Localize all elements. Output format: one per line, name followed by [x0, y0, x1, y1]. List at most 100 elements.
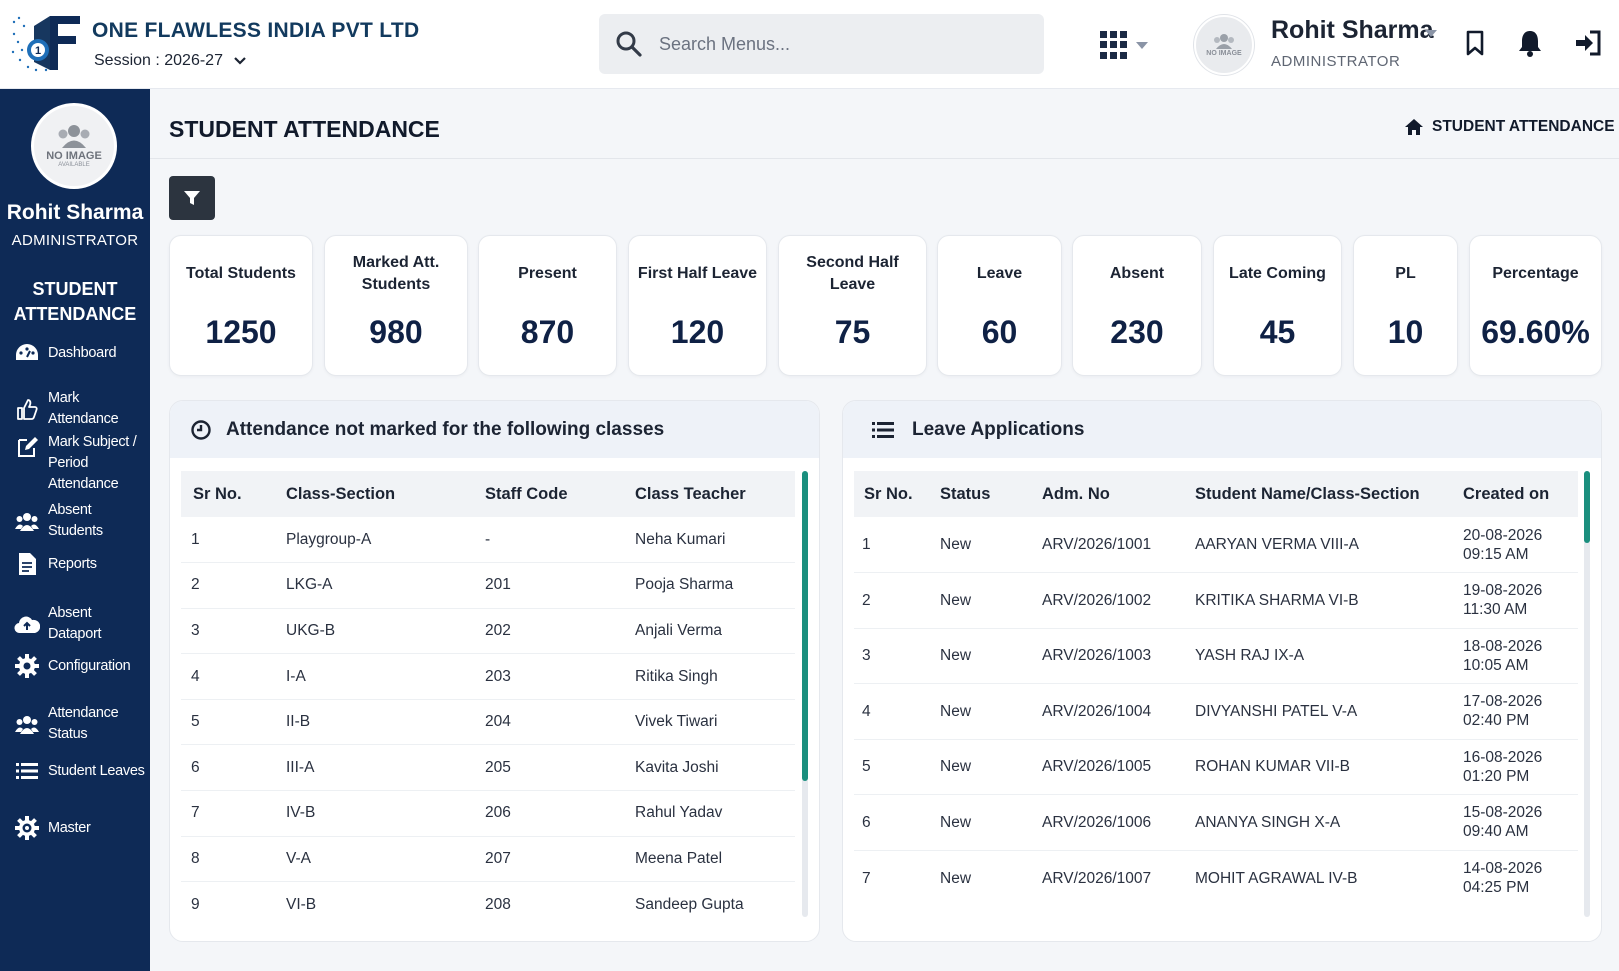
apps-grid-icon[interactable]: [1100, 31, 1128, 59]
cell-class: III-A: [286, 744, 485, 792]
cell-adm-no: ARV/2026/1003: [1042, 628, 1195, 684]
stat-card-present: Present 870: [478, 235, 617, 376]
sidebar-item-dashboard[interactable]: Dashboard: [14, 340, 148, 366]
table-row[interactable]: 1 Playgroup-A - Neha Kumari: [181, 517, 795, 564]
cell-student: YASH RAJ IX-A: [1195, 628, 1463, 684]
table-row[interactable]: 2 New ARV/2026/1002 KRITIKA SHARMA VI-B 19-0…: [854, 572, 1578, 629]
table-row[interactable]: 8 V-A 207 Meena Patel: [181, 836, 795, 883]
cell-staff-code: -: [485, 517, 635, 564]
column-header[interactable]: Sr No.: [181, 471, 286, 517]
created-date: 16-08-2026: [1463, 748, 1543, 766]
created-time: 04:25 PM: [1463, 879, 1530, 896]
cell-sr: 8: [181, 836, 286, 883]
table-row[interactable]: 4 I-A 203 Ritika Singh: [181, 653, 795, 700]
stat-value: 75: [834, 314, 871, 350]
cell-adm-no: ARV/2026/1002: [1042, 572, 1195, 629]
created-time: 02:40 PM: [1463, 712, 1530, 730]
sidebar-item-absent-dataport[interactable]: Absent Dataport: [14, 603, 148, 645]
users-icon: [14, 508, 40, 534]
sidebar-item-label: Master: [48, 819, 91, 836]
column-header[interactable]: Adm. No: [1042, 471, 1195, 517]
bell-icon[interactable]: [1515, 28, 1545, 58]
document-icon: [14, 551, 40, 577]
table-row[interactable]: 7 New ARV/2026/1007 MOHIT AGRAWAL IV-B 14-08…: [854, 850, 1578, 906]
table-row[interactable]: 5 II-B 204 Vivek Tiwari: [181, 699, 795, 746]
sidebar-item-reports[interactable]: Reports: [14, 551, 148, 577]
logout-icon[interactable]: [1573, 28, 1603, 58]
cell-sr: 3: [181, 608, 286, 655]
cell-status: New: [940, 794, 1042, 851]
table-row[interactable]: 9 VI-B 208 Sandeep Gupta: [181, 882, 795, 928]
search-input[interactable]: [659, 14, 1029, 74]
cell-created-on: 15-08-2026 09:40 AM: [1463, 794, 1578, 851]
cell-adm-no: ARV/2026/1004: [1042, 683, 1195, 740]
cell-created-on: 14-08-2026 04:25 PM: [1463, 850, 1578, 906]
sidebar-item-absent-students[interactable]: Absent Students: [14, 500, 148, 542]
caret-down-icon[interactable]: [1136, 41, 1148, 49]
column-header[interactable]: Status: [940, 471, 1042, 517]
table-row[interactable]: 6 III-A 205 Kavita Joshi: [181, 744, 795, 792]
table-row[interactable]: 6 New ARV/2026/1006 ANANYA SINGH X-A 15-08-2…: [854, 794, 1578, 851]
breadcrumb[interactable]: STUDENT ATTENDANCE: [1404, 118, 1615, 136]
table-row[interactable]: 7 IV-B 206 Rahul Yadav: [181, 790, 795, 837]
column-header[interactable]: Class-Section: [286, 471, 485, 517]
company-logo[interactable]: 1: [10, 12, 84, 74]
session-selector[interactable]: Session : 2026-27: [94, 52, 247, 70]
home-icon[interactable]: [1404, 118, 1424, 136]
sidebar-avatar[interactable]: NO IMAGE AVAILABLE: [31, 103, 117, 189]
bookmark-icon[interactable]: [1460, 28, 1490, 58]
column-header[interactable]: Student Name/Class-Section: [1195, 471, 1463, 517]
stat-label: PL: [1395, 264, 1416, 282]
cell-sr: 4: [854, 683, 940, 740]
edit-icon: [14, 434, 40, 460]
stat-card-absent: Absent 230: [1072, 235, 1202, 376]
created-time: 10:05 AM: [1463, 656, 1529, 674]
apps-menu[interactable]: [1100, 30, 1156, 60]
cell-staff-code: 206: [485, 790, 635, 837]
table-row[interactable]: 5 New ARV/2026/1005 ROHAN KUMAR VII-B 16-08-…: [854, 739, 1578, 795]
panel-header: Attendance not marked for the following …: [170, 401, 819, 458]
stat-value: 45: [1259, 314, 1296, 350]
cell-sr: 2: [181, 562, 286, 609]
table-row[interactable]: 3 UKG-B 202 Anjali Verma: [181, 608, 795, 655]
stat-label: Marked Att. Students: [352, 253, 440, 293]
user-menu-caret-icon[interactable]: [1425, 30, 1437, 37]
created-date: 18-08-2026: [1463, 637, 1543, 655]
sidebar-item-mark-attendance[interactable]: Mark Attendance: [14, 388, 148, 430]
filter-button[interactable]: [169, 176, 215, 220]
divider: [150, 158, 1619, 159]
column-header[interactable]: Class Teacher: [635, 471, 795, 517]
table-row[interactable]: 1 New ARV/2026/1001 AARYAN VERMA VIII-A 20-0…: [854, 517, 1578, 573]
sidebar-item-configuration[interactable]: Configuration: [14, 653, 148, 679]
scrollbar-thumb[interactable]: [802, 471, 808, 781]
sidebar-item-mark-subject-attendance[interactable]: Mark Subject / Period Attendance: [14, 432, 148, 495]
scrollbar-thumb[interactable]: [1584, 471, 1590, 543]
header-avatar[interactable]: NO IMAGE: [1194, 15, 1254, 75]
cell-status: New: [940, 517, 1042, 573]
sidebar-item-master[interactable]: Master: [14, 815, 148, 841]
cell-created-on: 19-08-2026 11:30 AM: [1463, 572, 1578, 629]
cell-teacher: Neha Kumari: [635, 517, 795, 564]
scrollbar-track[interactable]: [1584, 471, 1590, 917]
chevron-down-icon[interactable]: [233, 56, 247, 66]
user-name[interactable]: Rohit Sharma: [1271, 16, 1434, 44]
cell-staff-code: 208: [485, 895, 511, 913]
table-row[interactable]: 4 New ARV/2026/1004 DIVYANSHI PATEL V-A 17-0…: [854, 683, 1578, 740]
sidebar: NO IMAGE AVAILABLE Rohit Sharma ADMINIST…: [0, 89, 150, 971]
table-row[interactable]: 3 New ARV/2026/1003 YASH RAJ IX-A 18-08-2026…: [854, 628, 1578, 684]
gears-icon: [14, 815, 40, 841]
cell-status: New: [940, 739, 1042, 795]
cell-teacher: Anjali Verma: [635, 608, 795, 655]
cell-teacher: Vivek Tiwari: [635, 699, 795, 746]
column-header[interactable]: Sr No.: [854, 471, 940, 517]
table-row[interactable]: 2 LKG-A 201 Pooja Sharma: [181, 562, 795, 609]
search-box[interactable]: [599, 14, 1044, 74]
user-group-icon: [58, 125, 90, 148]
cell-student: ROHAN KUMAR VII-B: [1195, 739, 1463, 795]
column-header[interactable]: Staff Code: [485, 471, 635, 517]
cell-adm-no: ARV/2026/1007: [1042, 869, 1152, 887]
cell-teacher: Sandeep Gupta: [635, 895, 744, 913]
column-header[interactable]: Created on: [1463, 471, 1578, 517]
sidebar-item-student-leaves[interactable]: Student Leaves: [14, 758, 148, 784]
sidebar-item-attendance-status[interactable]: Attendance Status: [14, 703, 148, 745]
